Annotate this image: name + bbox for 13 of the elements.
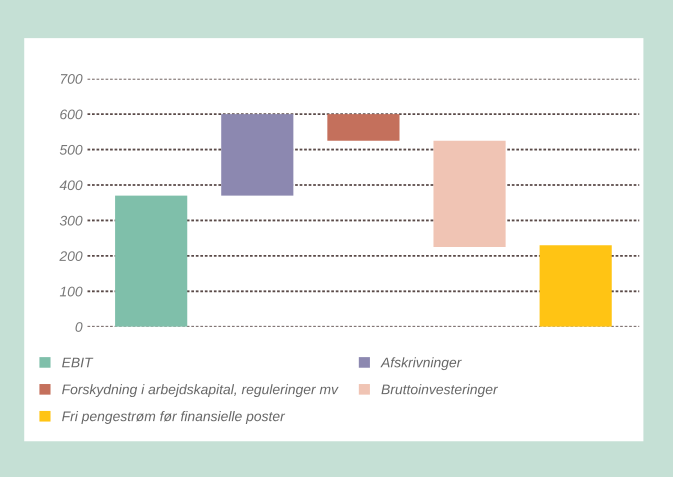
y-tick-label: 500 xyxy=(60,144,83,155)
y-tick-label: 700 xyxy=(60,74,83,84)
legend-label: EBIT xyxy=(62,358,94,368)
legend-label: Bruttoinvesteringer xyxy=(381,384,498,398)
y-tick-label: 600 xyxy=(60,109,83,120)
y-tick-label: 400 xyxy=(60,180,83,190)
y-tick-label: 200 xyxy=(59,251,83,262)
legend-label: Forskydning i arbejdskapital, reguleringer mv xyxy=(62,384,339,398)
y-tick-label: 300 xyxy=(60,216,83,226)
legend-label: Fri pengestrøm før finansielle poster xyxy=(62,411,286,424)
y-tick-label: 100 xyxy=(60,286,83,296)
y-tick-label: 0 xyxy=(76,322,83,332)
legend-label: Afskrivninger xyxy=(380,357,462,370)
